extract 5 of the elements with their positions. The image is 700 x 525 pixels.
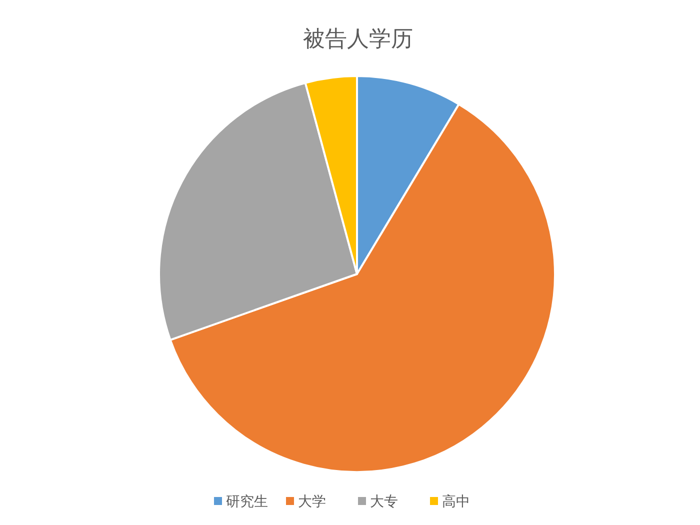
chart-title: 被告人学历 — [303, 27, 413, 52]
legend-label: 大专 — [370, 494, 398, 510]
legend-label: 高中 — [442, 494, 470, 510]
legend-label: 研究生 — [226, 494, 268, 510]
legend-label: 大学 — [298, 494, 326, 510]
